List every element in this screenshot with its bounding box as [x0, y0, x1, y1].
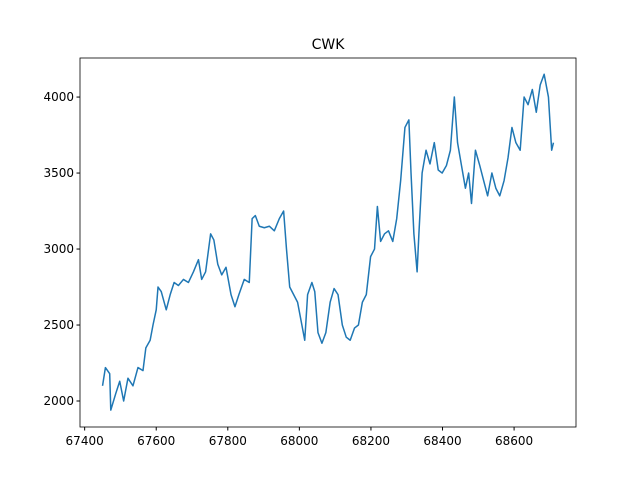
x-tick-label: 68000	[280, 434, 318, 448]
plot-frame	[79, 57, 577, 428]
x-tick-label: 68400	[423, 434, 461, 448]
x-tick-label: 67600	[137, 434, 175, 448]
x-tick-label: 67800	[209, 434, 247, 448]
y-tick-label: 4000	[43, 90, 74, 104]
x-tick-label: 67400	[66, 434, 104, 448]
x-tick-label: 68600	[495, 434, 533, 448]
y-tick-label: 3000	[43, 242, 74, 256]
chart-title: CWK	[312, 37, 346, 53]
y-tick-label: 2000	[43, 394, 74, 408]
y-tick-label: 3500	[43, 166, 74, 180]
line	[101, 73, 555, 411]
x-tick-label: 68200	[352, 434, 390, 448]
y-tick-label: 2500	[43, 318, 74, 332]
